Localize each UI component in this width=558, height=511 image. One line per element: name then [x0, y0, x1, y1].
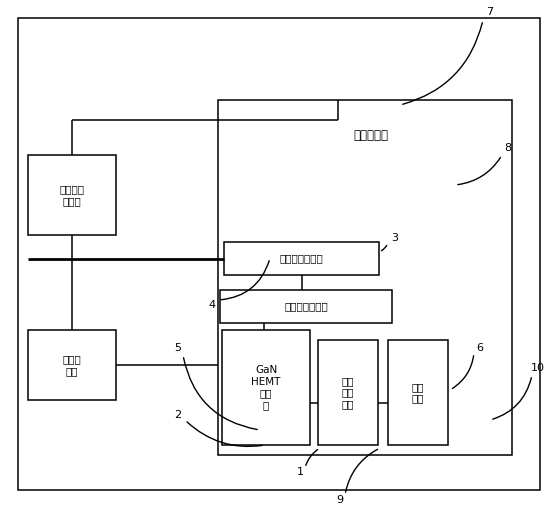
FancyArrowPatch shape — [382, 245, 387, 251]
Bar — [28, 155, 116, 235]
Bar — [388, 340, 448, 445]
Text: GaN
HEMT
调制
器: GaN HEMT 调制 器 — [251, 365, 281, 410]
Text: 脉冲制冷
控制器: 脉冲制冷 控制器 — [60, 184, 84, 206]
Bar — [224, 242, 379, 275]
Bar — [318, 340, 378, 445]
Text: 10: 10 — [531, 363, 545, 373]
Text: 1: 1 — [296, 467, 304, 477]
FancyArrowPatch shape — [458, 157, 501, 184]
Bar — [222, 330, 310, 445]
Bar — [218, 100, 512, 455]
Text: 5: 5 — [175, 343, 181, 353]
FancyArrowPatch shape — [306, 450, 318, 466]
Text: 8: 8 — [504, 143, 512, 153]
Bar — [220, 290, 392, 323]
Text: 控制计
算机: 控制计 算机 — [62, 354, 81, 376]
Text: 喇叭
天线: 喇叭 天线 — [412, 382, 424, 403]
Text: 2: 2 — [175, 410, 181, 420]
FancyArrowPatch shape — [403, 22, 482, 104]
FancyArrowPatch shape — [184, 358, 257, 430]
Text: 6: 6 — [477, 343, 483, 353]
FancyArrowPatch shape — [221, 261, 269, 300]
Text: 低噪
声放
大器: 低噪 声放 大器 — [341, 376, 354, 409]
FancyArrowPatch shape — [345, 449, 378, 492]
FancyArrowPatch shape — [493, 378, 531, 419]
Text: 脉冲制冷器: 脉冲制冷器 — [353, 128, 388, 142]
Text: 4: 4 — [209, 300, 215, 310]
FancyArrowPatch shape — [453, 356, 474, 388]
Bar — [28, 330, 116, 400]
Text: 跃迁边缘传感器: 跃迁边缘传感器 — [284, 301, 328, 312]
Text: 3: 3 — [392, 233, 398, 243]
FancyArrowPatch shape — [187, 422, 262, 447]
Text: 7: 7 — [487, 7, 494, 17]
Text: 超导量子干涉器: 超导量子干涉器 — [280, 253, 324, 264]
Text: 9: 9 — [336, 495, 344, 505]
